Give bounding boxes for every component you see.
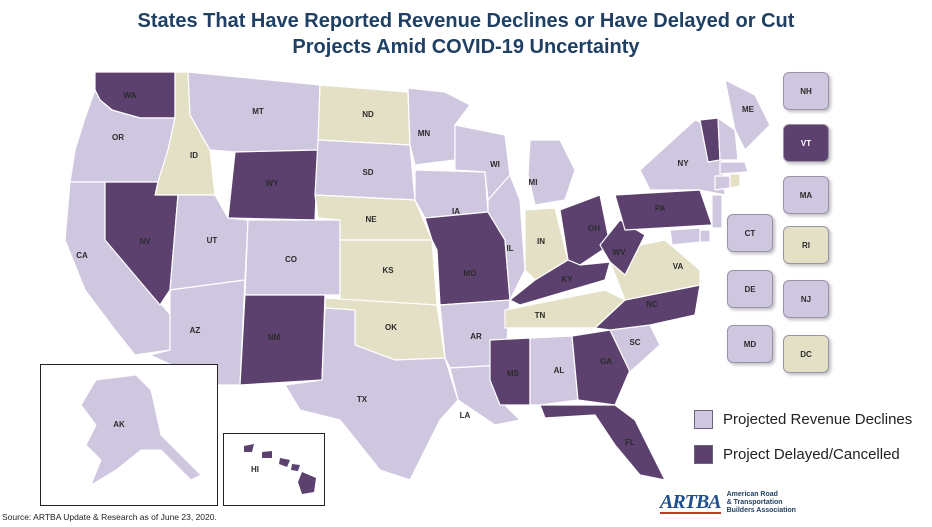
state-label-va: VA [673,262,684,271]
state-box-de: DE [727,270,773,308]
state-label-id: ID [190,151,198,160]
state-ma [719,161,749,175]
state-ct [714,175,731,191]
legend-label-delayed-cancelled: Project Delayed/Cancelled [723,446,900,463]
map-title-line-1: States That Have Reported Revenue Declin… [137,10,795,32]
state-label-ga: GA [600,357,612,366]
logo-line-1: American Road [726,491,778,498]
map-title-line-2: Projects Amid COVID-19 Uncertainty [292,36,640,58]
state-label-co: CO [285,255,297,264]
state-label-ms: MS [507,369,520,378]
state-label-sc: SC [629,338,640,347]
artba-logo-text: American Road & Transportation Builders … [727,491,796,515]
state-label-in: IN [537,237,545,246]
state-mi [527,139,576,206]
state-label-nd: ND [362,110,374,119]
state-nm [239,294,326,386]
state-md [669,227,701,246]
state-label-mt: MT [252,107,264,116]
map-title: States That Have Reported Revenue Declin… [0,8,932,60]
state-label-az: AZ [190,326,201,335]
state-box-nj: NJ [783,280,829,318]
logo-line-2: & Transportation [726,499,783,506]
state-label-mn: MN [418,129,431,138]
alaska-map: AK [80,374,202,487]
state-label-la: LA [460,411,471,420]
state-label-nv: NV [139,237,151,246]
state-label-ok: OK [385,323,397,332]
source-note: Source: ARTBA Update & Research as of Ju… [2,512,217,522]
state-nh [717,117,739,161]
state-nj [711,194,723,229]
state-label-wv: WV [613,248,627,257]
state-label-mi: MI [529,178,538,187]
state-label-wy: WY [266,179,280,188]
state-label-ia: IA [452,207,460,216]
state-label-wi: WI [490,160,500,169]
state-fl [539,404,666,481]
alaska-inset: AK [40,364,218,506]
legend-item-revenue-declines: Projected Revenue Declines [694,410,912,429]
state-label-nm: NM [268,333,281,342]
state-label-ky: KY [561,275,573,284]
state-label-al: AL [554,366,565,375]
state-label-ut: UT [207,236,218,245]
hawaii-map: HI [244,444,316,494]
state-label-or: OR [112,133,124,142]
state-label-ak: AK [113,420,125,429]
state-label-il: IL [506,244,513,253]
state-box-ct: CT [727,214,773,252]
legend-label-revenue-declines: Projected Revenue Declines [723,411,913,428]
state-label-fl: FL [625,438,635,447]
state-box-vt: VT [783,124,829,162]
logo-line-3: Builders Association [726,507,796,514]
state-il [487,174,526,301]
hawaii-inset: HI [223,433,325,506]
state-ri [729,173,741,189]
state-label-oh: OH [588,224,600,233]
state-label-nc: NC [646,300,658,309]
state-ky [509,259,611,306]
state-label-ne: NE [365,215,377,224]
state-label-me: ME [742,105,755,114]
state-label-ny: NY [677,159,689,168]
state-label-ks: KS [382,266,394,275]
artba-logo-mark: ARTBA [660,491,722,514]
state-ga [571,329,631,406]
state-box-nh: NH [783,72,829,110]
state-me [724,79,771,151]
legend-swatch-revenue-declines [694,410,713,429]
state-box-ma: MA [783,176,829,214]
state-label-hi: HI [251,465,259,474]
state-label-mo: MO [464,269,477,278]
state-label-tx: TX [357,395,368,404]
state-label-ar: AR [470,332,482,341]
artba-logo: ARTBA American Road & Transportation Bui… [660,491,796,515]
state-al [529,335,579,406]
state-box-ri: RI [783,226,829,264]
state-label-wa: WA [124,91,137,100]
state-box-dc: DC [783,335,829,373]
state-wv [599,219,646,276]
state-tx [284,307,459,481]
state-ms [489,337,531,406]
state-label-ca: CA [76,251,88,260]
state-oh [559,194,611,266]
state-label-tn: TN [535,311,546,320]
legend-swatch-delayed-cancelled [694,445,713,464]
state-de [699,229,711,243]
legend-item-delayed-cancelled: Project Delayed/Cancelled [694,445,900,464]
state-label-pa: PA [655,204,666,213]
state-box-md: MD [727,325,773,363]
state-label-sd: SD [362,168,373,177]
